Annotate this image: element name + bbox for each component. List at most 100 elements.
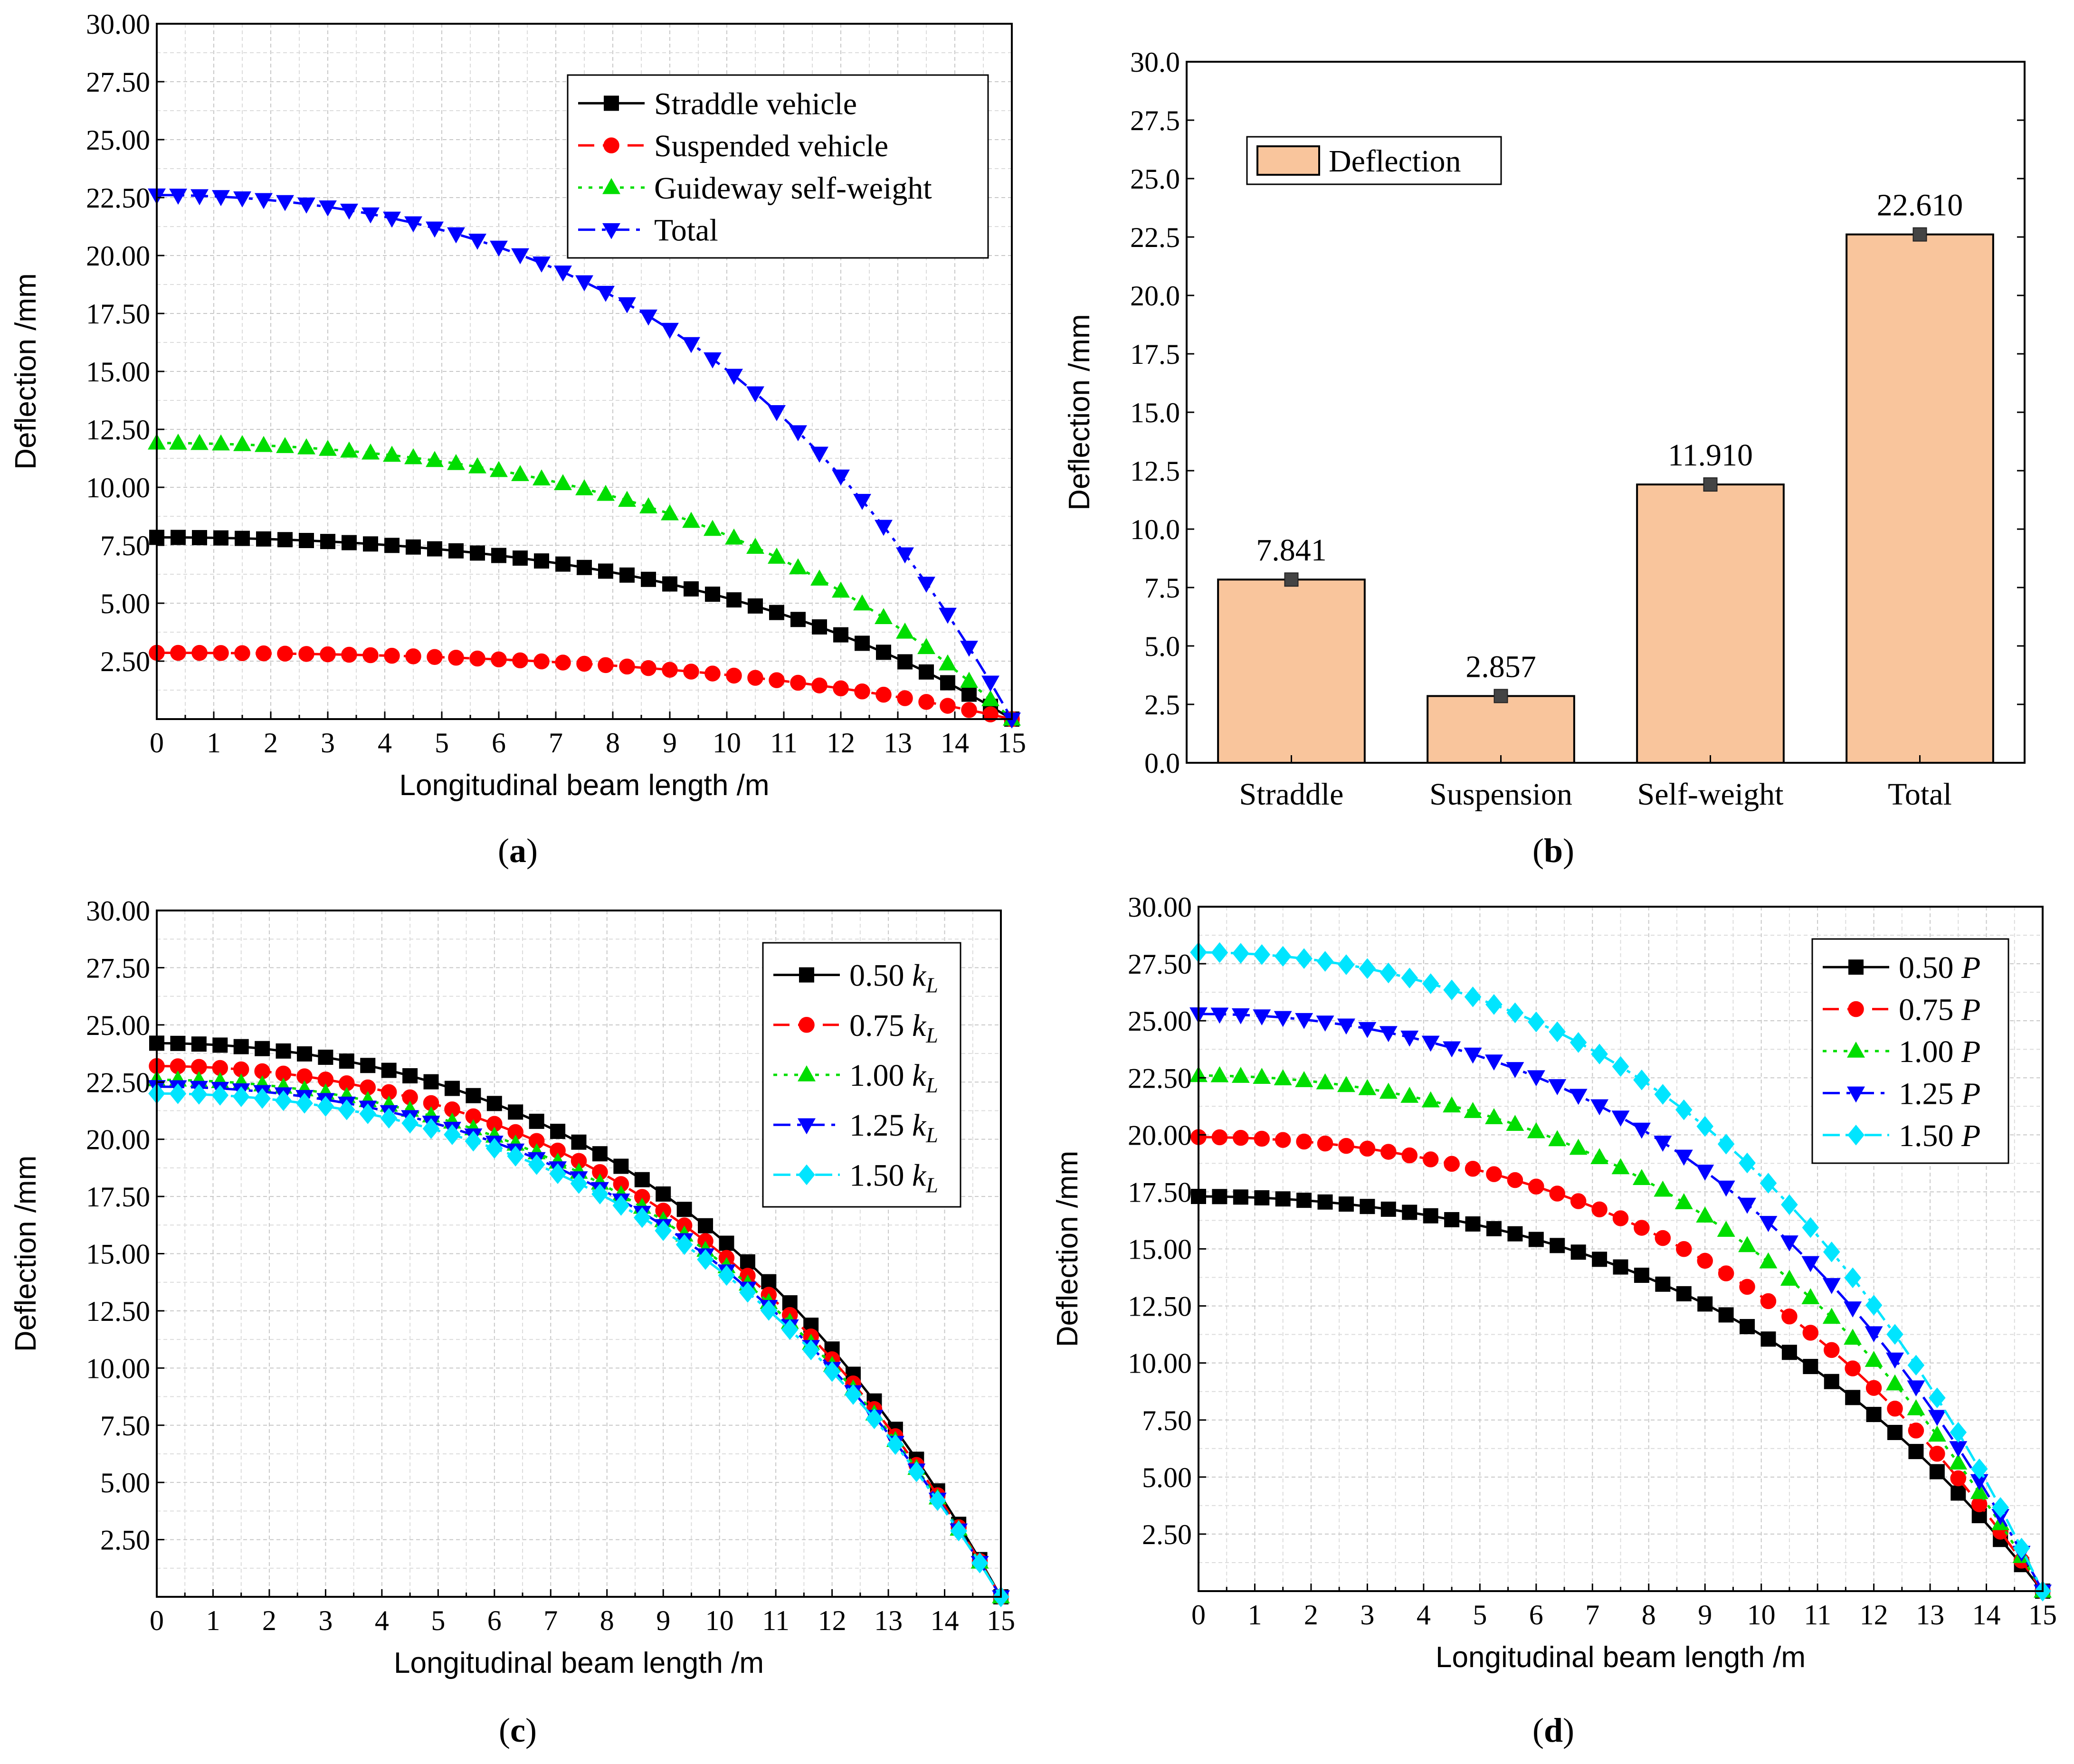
data-point (1528, 1232, 1544, 1247)
data-point (1970, 1458, 1988, 1479)
panel-paren-close: ) (1563, 832, 1574, 870)
bar (1427, 695, 1575, 764)
data-point (554, 474, 572, 490)
data-point (276, 1043, 291, 1059)
y-tick-label: 5.0 (1144, 631, 1180, 662)
data-point (1338, 954, 1355, 975)
data-point (486, 1096, 502, 1111)
data-point (769, 605, 784, 620)
data-point (191, 1036, 207, 1052)
data-point (1802, 1325, 1819, 1341)
data-point (190, 189, 209, 206)
data-point (725, 528, 743, 545)
data-point (1822, 1308, 1841, 1324)
y-tick-label: 22.50 (1128, 1062, 1192, 1094)
data-point (1275, 1191, 1291, 1207)
data-point (533, 653, 550, 670)
x-axis-title: Longitudinal beam length /m (1436, 1641, 1806, 1674)
x-tick-label: 2 (1304, 1599, 1318, 1631)
data-point (1295, 1071, 1313, 1087)
data-point (511, 465, 529, 481)
x-tick-label: 3 (318, 1605, 333, 1636)
data-point (470, 545, 485, 561)
panel-paren-open: ( (1532, 1711, 1544, 1749)
legend: 0.50 P0.75 P1.00 P1.25 P1.50 P (1811, 938, 2009, 1164)
data-point (939, 654, 957, 671)
data-point (362, 443, 380, 460)
y-tick-label: 15.00 (86, 1239, 150, 1270)
bar-mean-marker (1912, 227, 1927, 242)
x-tick-label: 1 (206, 1605, 220, 1636)
data-point (853, 493, 871, 510)
data-point (1844, 1328, 1862, 1345)
y-tick-label: 15.00 (86, 356, 150, 388)
panel-paren-close: ) (526, 832, 538, 870)
legend-item: 0.75 kL (773, 1008, 938, 1047)
data-point (448, 543, 464, 559)
data-point (705, 587, 720, 602)
data-point (447, 227, 465, 244)
data-point (917, 577, 935, 593)
data-point (1802, 1217, 1819, 1238)
legend-value: 1.50 (849, 1158, 904, 1193)
data-point (255, 193, 273, 209)
y-tick-label: 20.00 (86, 1124, 150, 1156)
legend-marker (799, 1017, 815, 1033)
legend-swatch (1256, 145, 1320, 176)
data-point (444, 1081, 460, 1096)
y-axis-title: Deflection /mm (10, 273, 42, 469)
data-point (1781, 1194, 1798, 1215)
data-point (212, 190, 230, 207)
data-point (491, 651, 507, 668)
data-point (704, 352, 722, 369)
x-tick-label: 9 (656, 1605, 670, 1636)
legend-value: 1.00 (849, 1058, 904, 1093)
data-point (662, 576, 677, 592)
data-point (1316, 1015, 1334, 1032)
x-tick-label: 13 (874, 1605, 903, 1636)
data-point (1423, 1208, 1438, 1223)
data-point (1780, 1235, 1798, 1252)
data-point (789, 425, 807, 442)
data-point (1569, 1138, 1588, 1155)
data-point (1950, 1485, 1966, 1501)
legend-space (1954, 950, 1962, 985)
data-point (1717, 1180, 1735, 1197)
y-tick-label: 17.50 (86, 1181, 150, 1213)
data-point (212, 434, 230, 451)
data-point (170, 1035, 186, 1051)
data-point (823, 1361, 841, 1382)
panel-paren-open: ( (1532, 832, 1544, 870)
data-point (529, 1113, 544, 1129)
legend-marker (1848, 1001, 1864, 1017)
panel-letter: a (509, 832, 526, 870)
data-point (555, 556, 571, 572)
data-point (1676, 1241, 1692, 1257)
bar-group: 7.841 Straddle (1217, 533, 1366, 812)
legend-item: 0.50 kL (773, 958, 938, 997)
data-point (981, 690, 999, 706)
data-point (1527, 1070, 1545, 1087)
data-point (656, 1186, 671, 1202)
x-tick-label: 5 (435, 727, 449, 759)
data-point (232, 1086, 250, 1107)
data-point (1380, 1144, 1397, 1160)
y-axis-title: Deflection /mm (10, 1156, 42, 1352)
data-point (512, 652, 528, 669)
data-point (1359, 1140, 1376, 1157)
data-point (340, 441, 358, 458)
data-point (468, 234, 486, 250)
data-point (360, 1058, 376, 1073)
data-point (739, 1282, 756, 1303)
x-tick-label: 0 (1191, 1599, 1206, 1631)
legend-item: 1.50 kL (773, 1158, 938, 1197)
data-point (447, 454, 465, 470)
data-point (1316, 1073, 1334, 1090)
data-point (1528, 1011, 1545, 1033)
data-point (740, 1254, 755, 1270)
data-point (255, 1041, 270, 1056)
legend: Straddle vehicle Suspended vehicle Guidewa… (567, 74, 989, 259)
data-point (1484, 1054, 1503, 1071)
data-point (1739, 1279, 1755, 1295)
data-point (811, 677, 828, 693)
